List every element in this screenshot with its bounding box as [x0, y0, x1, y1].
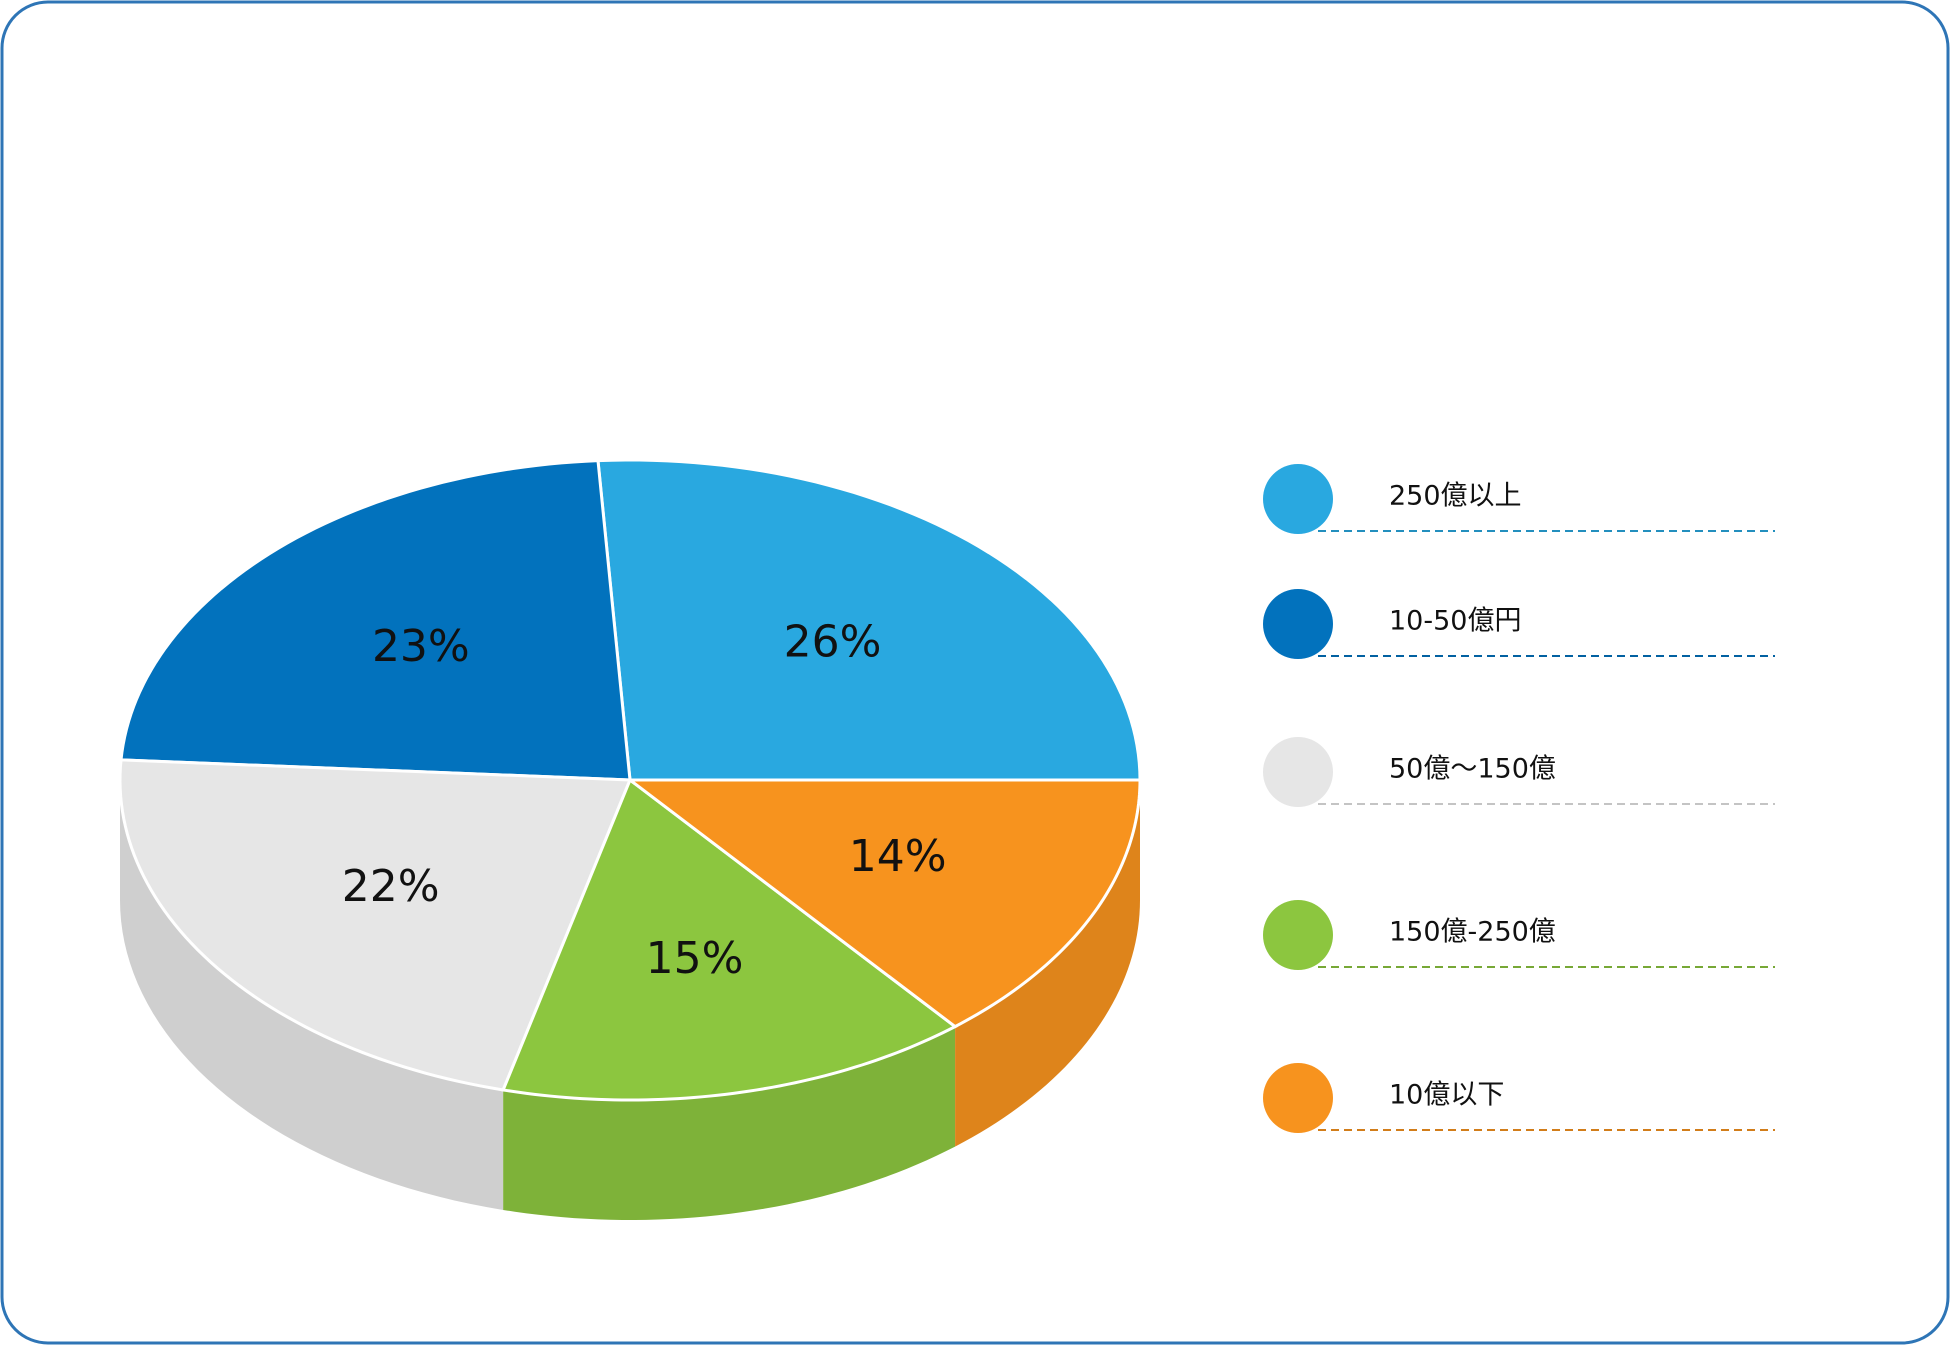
slice — [625, 778, 1142, 1029]
legend-label: 10億以下 — [1389, 1080, 1504, 1111]
data-label: 23% — [372, 621, 470, 672]
legend-label: 150億-250億 — [1389, 917, 1556, 948]
legend-swatch — [1263, 1063, 1333, 1133]
slice-side — [120, 780, 504, 1210]
slice-side — [503, 1026, 956, 1220]
slice — [118, 758, 633, 1092]
legend-swatch — [1263, 464, 1333, 534]
data-label: 26% — [784, 617, 882, 668]
legend-swatch — [1263, 589, 1333, 659]
slice-side — [955, 780, 1140, 1147]
slice — [119, 459, 632, 782]
legend-swatch — [1263, 900, 1333, 970]
slice — [596, 458, 1142, 782]
data-label: 14% — [849, 831, 947, 882]
pie: 26% 23% 22% 15% 14% — [118, 458, 1142, 1220]
legend-label: 250億以上 — [1389, 481, 1522, 512]
slice — [501, 777, 958, 1102]
legend: 250億以上 10-50億円 50億～150億 150億-250億 10億以下 — [1263, 464, 1775, 1133]
data-label: 15% — [646, 933, 744, 984]
legend-swatch — [1263, 737, 1333, 807]
legend-label: 50億～150億 — [1389, 754, 1556, 785]
data-label: 22% — [342, 861, 440, 912]
legend-label: 10-50億円 — [1389, 606, 1521, 637]
